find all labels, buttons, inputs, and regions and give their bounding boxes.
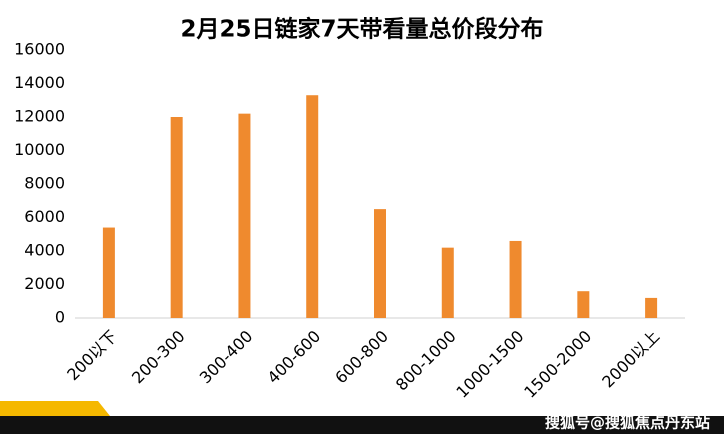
bar: [374, 209, 386, 318]
bar: [509, 240, 522, 318]
bar: [102, 227, 115, 318]
y-tick-label: 10000: [14, 140, 65, 159]
y-tick-label: 4000: [24, 241, 65, 260]
y-tick-label: 16000: [14, 40, 65, 59]
bar: [238, 113, 251, 319]
bar: [306, 95, 319, 318]
y-tick-label: 8000: [24, 174, 65, 193]
footer-bar: [0, 416, 724, 434]
decor-stripe: [0, 401, 110, 416]
chart-title: 2月25日链家7天带看量总价段分布: [180, 16, 543, 43]
bar: [441, 247, 454, 318]
bar: [170, 117, 183, 318]
y-tick-label: 14000: [14, 73, 65, 92]
y-tick-label: 2000: [24, 274, 65, 293]
bar: [645, 297, 658, 318]
watermark: 搜狐号@搜狐焦点丹东站: [545, 414, 710, 432]
y-tick-label: 6000: [24, 207, 65, 226]
bar: [577, 291, 590, 318]
y-tick-label: 12000: [14, 107, 65, 126]
y-tick-label: 0: [55, 308, 65, 327]
